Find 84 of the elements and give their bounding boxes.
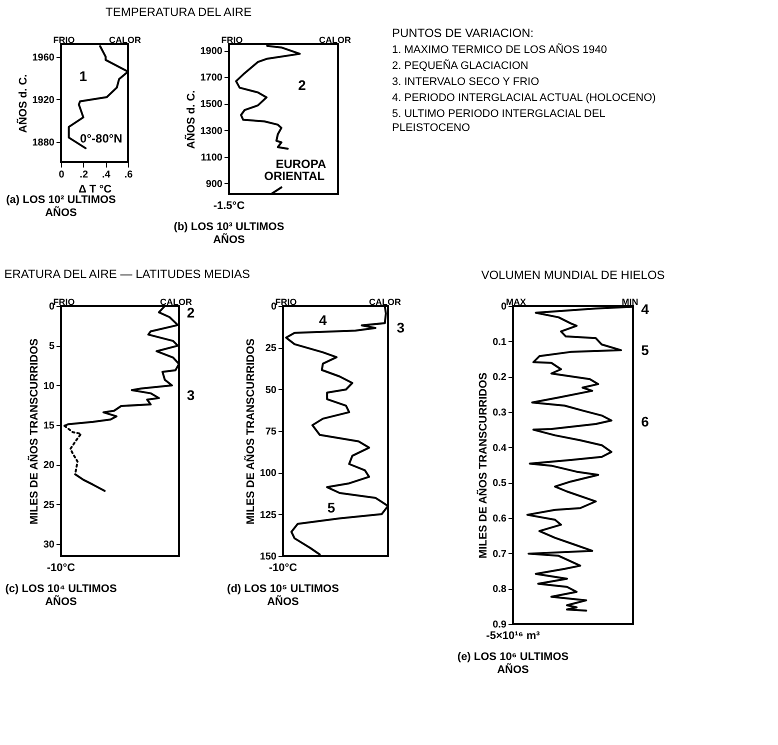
text: (d) LOS 10⁵ ULTIMOS AÑOS — [227, 583, 339, 608]
text: -1.5°C — [213, 200, 245, 212]
annotation: 2 — [298, 77, 306, 93]
y-tick-label: 25 — [265, 343, 277, 354]
annotation: MIN — [622, 297, 638, 307]
annotation: FRIO — [275, 297, 297, 307]
text: 4. PERIODO INTERGLACIAL ACTUAL (HOLOCENO) — [392, 92, 656, 104]
chart-title: ERATURA DEL AIRE — LATITUDES MEDIAS — [4, 267, 250, 281]
text: TEMPERATURA DEL AIRE — [106, 5, 252, 19]
text: 3 — [186, 387, 195, 403]
y-tick-label: 1880 — [32, 137, 55, 148]
y-tick-label: 0.6 — [492, 514, 507, 524]
x-tick-label: .6 — [124, 170, 134, 180]
annotation: CALOR — [109, 35, 142, 45]
text: 5 — [641, 342, 650, 358]
y-tick-label: 50 — [265, 384, 277, 396]
y-tick-label: 75 — [265, 426, 277, 438]
x-tick-label: .2 — [80, 170, 88, 180]
text: CALOR — [319, 35, 352, 45]
annotation: 4 — [319, 312, 327, 328]
text: (c) LOS 10⁴ ULTIMOS AÑOS — [5, 583, 117, 608]
annotation: MAX — [506, 297, 526, 307]
y-axis-title: MILES DE AÑOS TRANSCURRIDOS — [27, 338, 40, 524]
text: PUNTOS DE VARIACION: — [392, 26, 534, 40]
text: 3. INTERVALO SECO Y FRIO — [392, 76, 540, 88]
chart-title: VOLUMEN MUNDIAL DE HIELOS — [481, 268, 665, 282]
y-tick-label: 125 — [260, 510, 277, 521]
y-tick-label: 100 — [260, 468, 277, 480]
y-tick-label: 20 — [43, 460, 55, 472]
text: 3 — [396, 320, 405, 336]
y-tick-label: 10 — [43, 380, 55, 392]
y-tick-label: 1900 — [200, 46, 223, 58]
y-tick-label: 1300 — [200, 126, 223, 137]
text: -5×10¹⁶ m³ — [486, 630, 540, 642]
y-tick-label: 5 — [48, 341, 55, 352]
text: 4 — [641, 300, 650, 317]
y-tick-label: 0.9 — [492, 620, 507, 630]
y-tick-label: 0.1 — [492, 336, 507, 348]
text: 2. PEQUEÑA GLACIACION — [392, 59, 528, 72]
text: 6 — [641, 413, 650, 430]
y-tick-label: 0.8 — [492, 584, 507, 596]
text: (b) LOS 10³ ULTIMOS AÑOS — [174, 221, 284, 246]
y-tick-label: 30 — [43, 540, 55, 551]
annotation: FRIO — [221, 35, 243, 45]
y-tick-label: 0.2 — [492, 372, 507, 384]
y-tick-label: 15 — [43, 420, 55, 432]
y-tick-label: 0 — [270, 302, 277, 312]
annotation: FRIO — [53, 35, 75, 45]
text: -10°C — [268, 562, 298, 574]
y-tick-label: 150 — [260, 552, 277, 562]
text: 5. ULTIMO PERIODO INTERGLACIAL DEL PLEISTOCENO — [392, 108, 606, 134]
y-tick-label: 1500 — [200, 99, 223, 110]
annotation: FRIO — [53, 297, 75, 307]
y-axis-title: MILES DE AÑOS TRANSCURRIDOS — [476, 372, 490, 558]
y-tick-label: 1920 — [32, 94, 55, 106]
annotation: EUROPA — [276, 157, 326, 171]
y-tick-label: 1700 — [200, 72, 223, 84]
y-tick-label: 0.4 — [492, 442, 507, 454]
annotation: ORIENTAL — [264, 169, 325, 183]
y-tick-label: 0.3 — [492, 408, 507, 418]
y-tick-label: 1100 — [200, 152, 223, 164]
y-tick-label: 0 — [500, 302, 507, 312]
y-axis-title: MILES DE AÑOS TRANSCURRIDOS — [244, 338, 257, 524]
y-axis-title: AÑOS d. C. — [16, 74, 30, 133]
annotation: CALOR — [160, 297, 192, 307]
x-tick-label: 0 — [58, 170, 65, 180]
y-tick-label: 0 — [48, 302, 55, 312]
x-axis-title: Δ T °C — [78, 184, 112, 196]
text: (e) LOS 10⁶ ULTIMOS AÑOS — [457, 651, 569, 676]
annotation: 5 — [327, 500, 336, 516]
annotation: 0°-80°N — [80, 131, 122, 146]
y-tick-label: 1960 — [32, 52, 55, 64]
y-tick-label: 900 — [206, 178, 223, 190]
x-tick-label: .4 — [102, 170, 111, 180]
text: -10°C — [46, 562, 76, 574]
text: 1. MAXIMO TERMICO DE LOS AÑOS 1940 — [392, 43, 607, 56]
y-tick-label: 25 — [43, 500, 55, 511]
y-tick-label: 0.5 — [492, 478, 507, 490]
annotation: CALOR — [369, 297, 402, 307]
y-tick-label: 0.7 — [492, 548, 507, 560]
text: (a) LOS 10² ULTIMOS AÑOS — [6, 194, 116, 219]
y-axis-title: AÑOS d. C. — [184, 90, 198, 149]
text: 2 — [186, 304, 195, 320]
annotation: 1 — [79, 68, 88, 84]
